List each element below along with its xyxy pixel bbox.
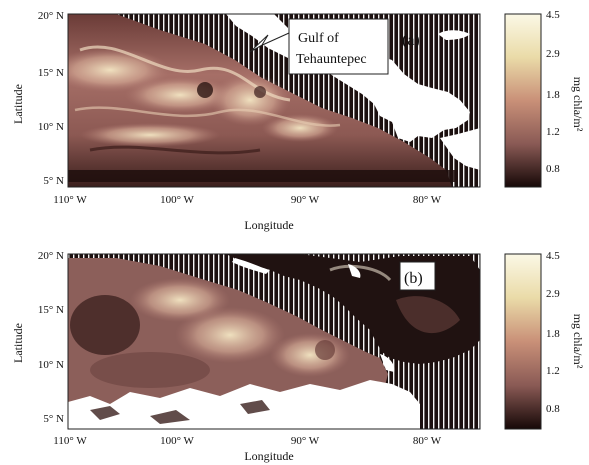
panel-a-eddy (197, 82, 213, 98)
panel-a-bloom (262, 114, 338, 142)
panel-a-map (68, 14, 480, 187)
panel-b-cloud-holes (90, 400, 270, 424)
panel-a-colorbar-label: mg chla/m² (571, 77, 585, 132)
panel-b-bloom (175, 307, 285, 363)
panel-a-ytick: 15° N (38, 67, 64, 79)
panel-b-land-texture (396, 296, 460, 334)
panel-a-filament (74, 106, 341, 127)
panel-a-callout-arrow (257, 32, 290, 48)
panel-a-colorbar (504, 13, 542, 188)
panel-a-callout-line2: Tehauntepec (296, 52, 367, 67)
panel-a-ytick: 20° N (38, 10, 64, 22)
panel-b-xlabel: Longitude (244, 449, 293, 463)
panel-b-cbar-tick: 1.8 (546, 328, 560, 340)
panel-b-coast-noise (329, 264, 392, 282)
panel-b-cbar-tick: 1.2 (546, 365, 560, 377)
panel-b-coast-white (348, 264, 361, 278)
panel-a-dark-band (68, 170, 458, 182)
panel-b-xtick: 90° W (291, 435, 320, 447)
panel-a-xtick: 80° W (413, 194, 442, 206)
panel-b-xtick: 80° W (413, 435, 442, 447)
panel-b-colorbar (504, 253, 542, 430)
panel-b-colorbar-label: mg chla/m² (571, 314, 585, 369)
panel-b-xtick: 110° W (53, 435, 87, 447)
panel-b-mid-chl (90, 352, 210, 388)
panel-b-nodata-hatch-lower (420, 390, 480, 429)
panel-a-cbar-tick: 2.9 (546, 48, 560, 60)
panel-b-cbar-tick: 4.5 (546, 250, 560, 262)
panel-b-label: (b) (404, 270, 423, 287)
panel-a-bloom (80, 123, 220, 147)
panel-a-y-ticks: 20° N 15° N 10° N 5° N (38, 10, 64, 187)
panel-a-callout-box (288, 18, 389, 75)
panel-a-land-cuba (438, 30, 470, 40)
panel-a-frame (67, 13, 481, 188)
panel-b: (b) 20° N 15° N 10° N 5° N 110° W 100° W… (11, 250, 585, 463)
panel-b-eddy (315, 340, 335, 360)
panel-b-map (68, 254, 480, 429)
panel-b-ytick: 15° N (38, 304, 64, 316)
panel-b-coast-white (380, 354, 395, 372)
panel-b-x-ticks: 110° W 100° W 90° W 80° W (53, 435, 441, 447)
panel-a-eddy (254, 86, 266, 98)
panel-a-label: (a) (402, 32, 420, 49)
panel-b-colorbar-ticks: 4.5 2.9 1.8 1.2 0.8 (546, 250, 560, 415)
panel-b-ytick: 20° N (38, 250, 64, 262)
panel-a-cbar-tick: 1.8 (546, 89, 560, 101)
panel-a-colorbar-ticks: 4.5 2.9 1.8 1.2 0.8 (546, 9, 560, 175)
panel-a-x-ticks: 110° W 100° W 90° W 80° W (53, 194, 441, 206)
panel-b-xtick: 100° W (160, 435, 194, 447)
panel-b-bloom (270, 333, 350, 377)
panel-b-ytick: 10° N (38, 359, 64, 371)
panel-a-ylabel: Latitude (11, 84, 25, 124)
panel-a-filament (89, 145, 261, 155)
panel-b-label-box (399, 261, 436, 291)
panel-a-ytick: 5° N (43, 175, 64, 187)
panel-b-frame (67, 253, 481, 430)
panel-a-xlabel: Longitude (244, 218, 293, 232)
panel-b-coast-white (232, 258, 270, 274)
panel-a-xtick: 100° W (160, 194, 194, 206)
panel-a-xtick: 110° W (53, 194, 87, 206)
panel-a-cbar-tick: 1.2 (546, 126, 560, 138)
panel-a-land-central-america (226, 14, 470, 142)
panel-b-low-chl (70, 295, 140, 355)
panel-a-callout-arrowhead (249, 34, 269, 53)
panel-a-ytick: 10° N (38, 121, 64, 133)
panel-b-cbar-tick: 0.8 (546, 403, 560, 415)
panel-a: Gulf of Tehauntepec (a) 20° N 15° N 10° … (11, 9, 585, 232)
panel-b-ytick: 5° N (43, 413, 64, 425)
panel-b-y-ticks: 20° N 15° N 10° N 5° N (38, 250, 64, 425)
panel-b-cbar-tick: 2.9 (546, 288, 560, 300)
panel-a-xtick: 90° W (291, 194, 320, 206)
panel-a-cbar-tick: 0.8 (546, 163, 560, 175)
panel-a-callout-line1: Gulf of (298, 31, 339, 46)
panel-a-land-south-america (440, 128, 480, 170)
panel-b-ylabel: Latitude (11, 323, 25, 363)
panel-a-cbar-tick: 4.5 (546, 9, 560, 21)
